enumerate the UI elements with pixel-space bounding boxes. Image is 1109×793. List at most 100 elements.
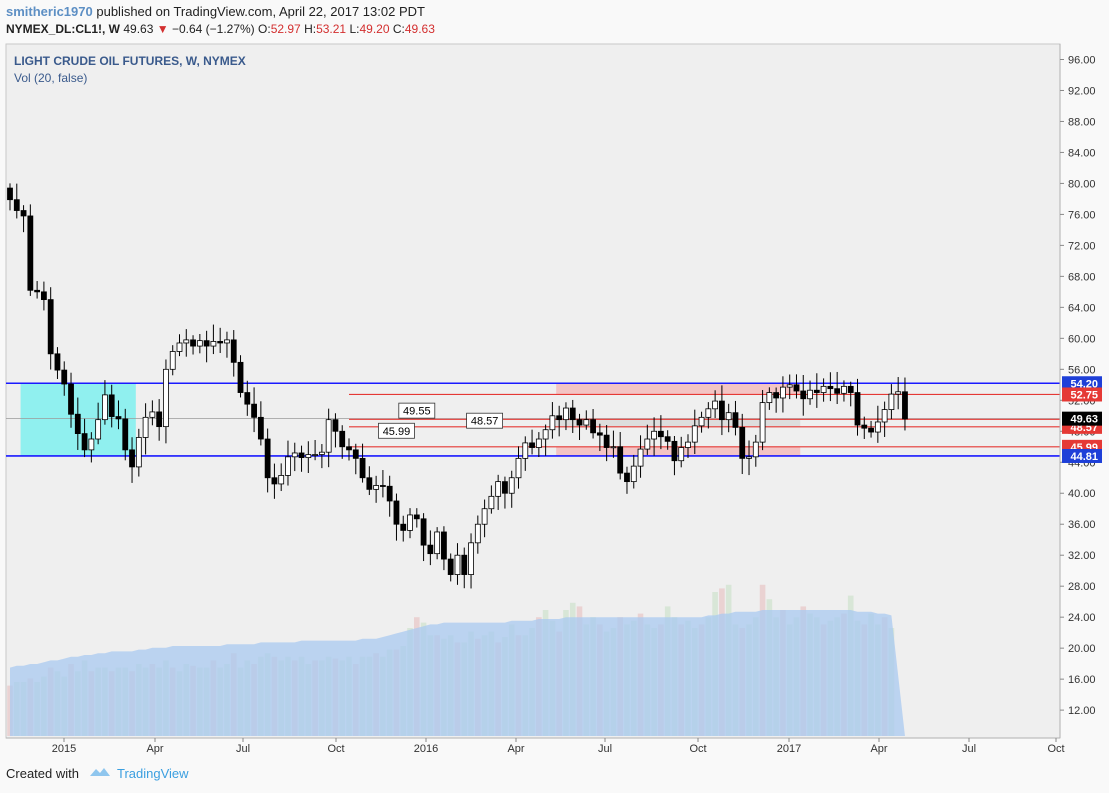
pink-lower-zone	[556, 446, 801, 456]
candle-up	[210, 341, 217, 347]
candle-down	[346, 446, 352, 451]
candle-down	[420, 518, 427, 546]
indicator-label: Vol (20, false)	[14, 71, 87, 85]
open-label: O:	[258, 22, 271, 36]
high-label: H:	[304, 22, 317, 36]
time-tick-label: 2017	[777, 743, 801, 755]
candle-up	[434, 531, 441, 555]
candle-up	[678, 447, 685, 462]
level-price-badge: 54.20	[1062, 376, 1102, 391]
price-tick-label: 12.00	[1068, 705, 1096, 717]
candle-down	[793, 384, 800, 392]
symbol-label: NYMEX_DL:CL1!, W	[6, 22, 120, 36]
tradingview-link[interactable]: TradingView	[116, 766, 189, 781]
change-arrow-icon: ▼	[156, 22, 169, 36]
price-tick-label: 32.00	[1068, 550, 1096, 562]
candle-down	[664, 436, 671, 442]
candle-down	[657, 430, 664, 438]
price-callout: 49.55	[398, 402, 436, 419]
candle-down	[596, 432, 603, 436]
candle-up	[888, 393, 895, 410]
candle-down	[671, 440, 678, 462]
candle-down	[827, 385, 834, 390]
candle-down	[569, 407, 576, 421]
candle-down	[129, 449, 135, 468]
created-with-text: Created with	[6, 766, 79, 781]
candle-down	[624, 472, 630, 483]
candle-down	[461, 554, 468, 575]
candle-up	[176, 342, 183, 352]
candle-up	[522, 442, 529, 459]
level-price-badge-box	[1062, 387, 1102, 402]
candle-down	[190, 339, 196, 347]
candle-down	[115, 416, 122, 420]
candle-down	[54, 353, 61, 371]
candle-down	[813, 389, 820, 393]
level-price-badge: 44.81	[1062, 448, 1102, 463]
price-callout-box	[378, 422, 415, 439]
candle-down	[237, 361, 244, 393]
candle-down	[27, 215, 34, 291]
candle-down	[108, 394, 115, 417]
candle-down	[529, 442, 535, 448]
candle-up	[474, 523, 481, 544]
author-link[interactable]: smitheric1970	[6, 4, 93, 19]
pink-upper-zone	[556, 383, 801, 395]
candle-down	[47, 299, 54, 355]
candle-down	[203, 340, 210, 347]
time-axis[interactable]: 2015 Apr Jul Oct 2016 Apr Jul Oct 2017 Apr Jul Oct	[52, 738, 1065, 755]
close-value: 49.63	[404, 22, 435, 36]
candle-up	[698, 416, 705, 427]
candle-up	[630, 465, 637, 483]
price-tick-label: 92.00	[1068, 85, 1096, 97]
candle-down	[359, 457, 366, 479]
candle-up	[407, 514, 413, 531]
price-tick-label: 24.00	[1068, 612, 1096, 624]
candle-up	[169, 351, 176, 370]
candle-up	[881, 409, 888, 423]
candle-up	[142, 416, 149, 438]
candle-up	[196, 340, 203, 347]
level-price-badge-box	[1062, 376, 1102, 391]
candle-up	[691, 425, 698, 443]
price-tick-label: 72.00	[1068, 240, 1096, 252]
candle-up	[651, 430, 657, 440]
candle-up	[515, 457, 522, 479]
level-price-badge: 52.75	[1062, 387, 1102, 402]
candle-down	[230, 339, 237, 363]
candle-down	[773, 392, 780, 399]
price-tick-label: 76.00	[1068, 209, 1096, 221]
candle-down	[41, 291, 47, 301]
price-callout-box	[398, 402, 436, 419]
candle-up	[88, 438, 95, 451]
time-tick-label: Jul	[962, 743, 976, 755]
candle-down	[74, 413, 81, 435]
price-tick-label: 28.00	[1068, 581, 1096, 593]
candle-down	[386, 485, 393, 502]
candle-down	[217, 341, 224, 344]
candle-up	[752, 441, 759, 458]
price-tick-label: 16.00	[1068, 674, 1096, 686]
tradingview-logo-icon	[89, 766, 111, 781]
level-price-badge-label: 52.75	[1070, 389, 1098, 401]
candle-down	[576, 419, 583, 426]
time-tick-label: Apr	[146, 743, 163, 755]
candle-down	[868, 427, 874, 433]
time-tick-label: Oct	[1047, 743, 1064, 755]
price-callout-label: 48.57	[471, 416, 499, 428]
time-tick-label: 2015	[52, 743, 76, 755]
candle-up	[807, 389, 813, 400]
price-callout-box	[466, 412, 504, 429]
chart-title: LIGHT CRUDE OIL FUTURES, W, NYMEX	[14, 54, 246, 68]
candle-down	[617, 446, 624, 474]
candle-down	[719, 400, 725, 421]
time-tick-label: Oct	[689, 743, 706, 755]
candle-up	[495, 481, 502, 497]
candle-down	[7, 187, 13, 201]
candle-down	[854, 392, 861, 426]
price-tick-label: 36.00	[1068, 519, 1096, 531]
candle-down	[447, 558, 454, 575]
candle-up	[481, 508, 488, 525]
candle-up	[712, 400, 719, 410]
